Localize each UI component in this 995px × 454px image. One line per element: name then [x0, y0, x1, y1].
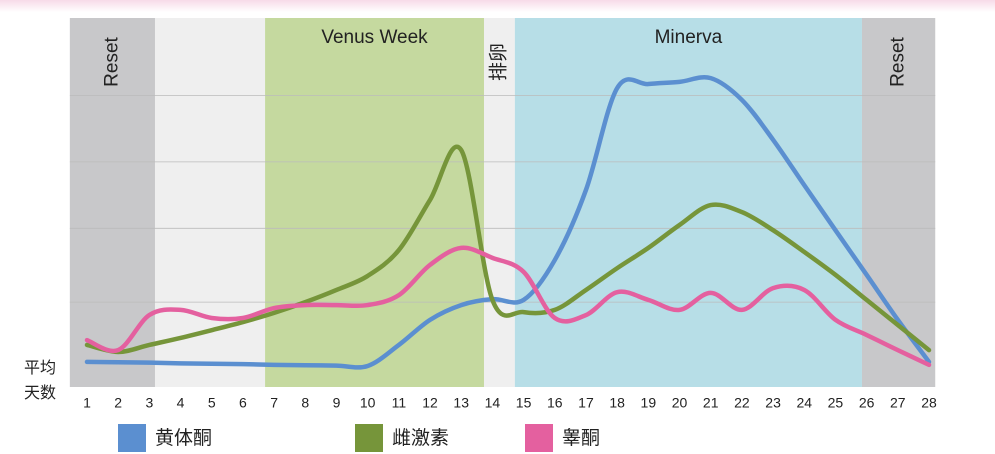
- legend-swatch: [355, 424, 383, 452]
- series-line: [84, 75, 932, 370]
- band-label: Minerva: [655, 27, 723, 48]
- y-label: 天数: [24, 384, 56, 402]
- series-line: [84, 144, 932, 355]
- x-tick-label: 10: [360, 395, 376, 411]
- x-tick-label: 8: [301, 395, 309, 411]
- x-tick-label: 16: [547, 395, 563, 411]
- x-tick-label: 9: [333, 395, 341, 411]
- phase-band: [514, 18, 862, 387]
- phase-band: [483, 18, 515, 387]
- x-tick-label: 12: [422, 395, 438, 411]
- x-tick-label: 25: [828, 395, 844, 411]
- x-tick-label: 23: [765, 395, 781, 411]
- x-tick-label: 7: [270, 395, 278, 411]
- top-strip: [0, 0, 995, 12]
- legend-label: 雌激素: [392, 427, 449, 449]
- x-tick-label: 26: [859, 395, 875, 411]
- x-tick-label: 24: [796, 395, 812, 411]
- legend-swatch: [525, 424, 553, 452]
- x-tick-label: 19: [641, 395, 657, 411]
- x-tick-label: 1: [83, 395, 91, 411]
- x-tick-label: 20: [672, 395, 688, 411]
- x-tick-label: 6: [239, 395, 247, 411]
- legend-label: 黄体酮: [155, 427, 212, 449]
- y-label: 平均: [24, 359, 56, 377]
- band-label: 排卵: [487, 43, 509, 81]
- x-tick-label: 3: [145, 395, 153, 411]
- band-label: Reset: [888, 36, 909, 86]
- x-tick-label: 13: [453, 395, 469, 411]
- x-tick-label: 18: [609, 395, 625, 411]
- x-tick-label: 5: [208, 395, 216, 411]
- x-tick-label: 28: [921, 395, 937, 411]
- band-label: Venus Week: [321, 27, 428, 48]
- phase-band: [265, 18, 484, 387]
- x-tick-label: 21: [703, 395, 719, 411]
- phase-band: [154, 18, 266, 387]
- x-tick-label: 17: [578, 395, 594, 411]
- legend-label: 睾酮: [562, 427, 600, 449]
- x-tick-label: 15: [516, 395, 532, 411]
- x-tick-label: 27: [890, 395, 906, 411]
- series-line: [84, 245, 932, 368]
- band-label: Reset: [101, 36, 122, 86]
- x-tick-label: 4: [177, 395, 185, 411]
- x-tick-label: 22: [734, 395, 750, 411]
- x-tick-label: 14: [485, 395, 501, 411]
- x-tick-label: 11: [392, 395, 407, 411]
- x-tick-label: 2: [114, 395, 122, 411]
- legend-swatch: [118, 424, 146, 452]
